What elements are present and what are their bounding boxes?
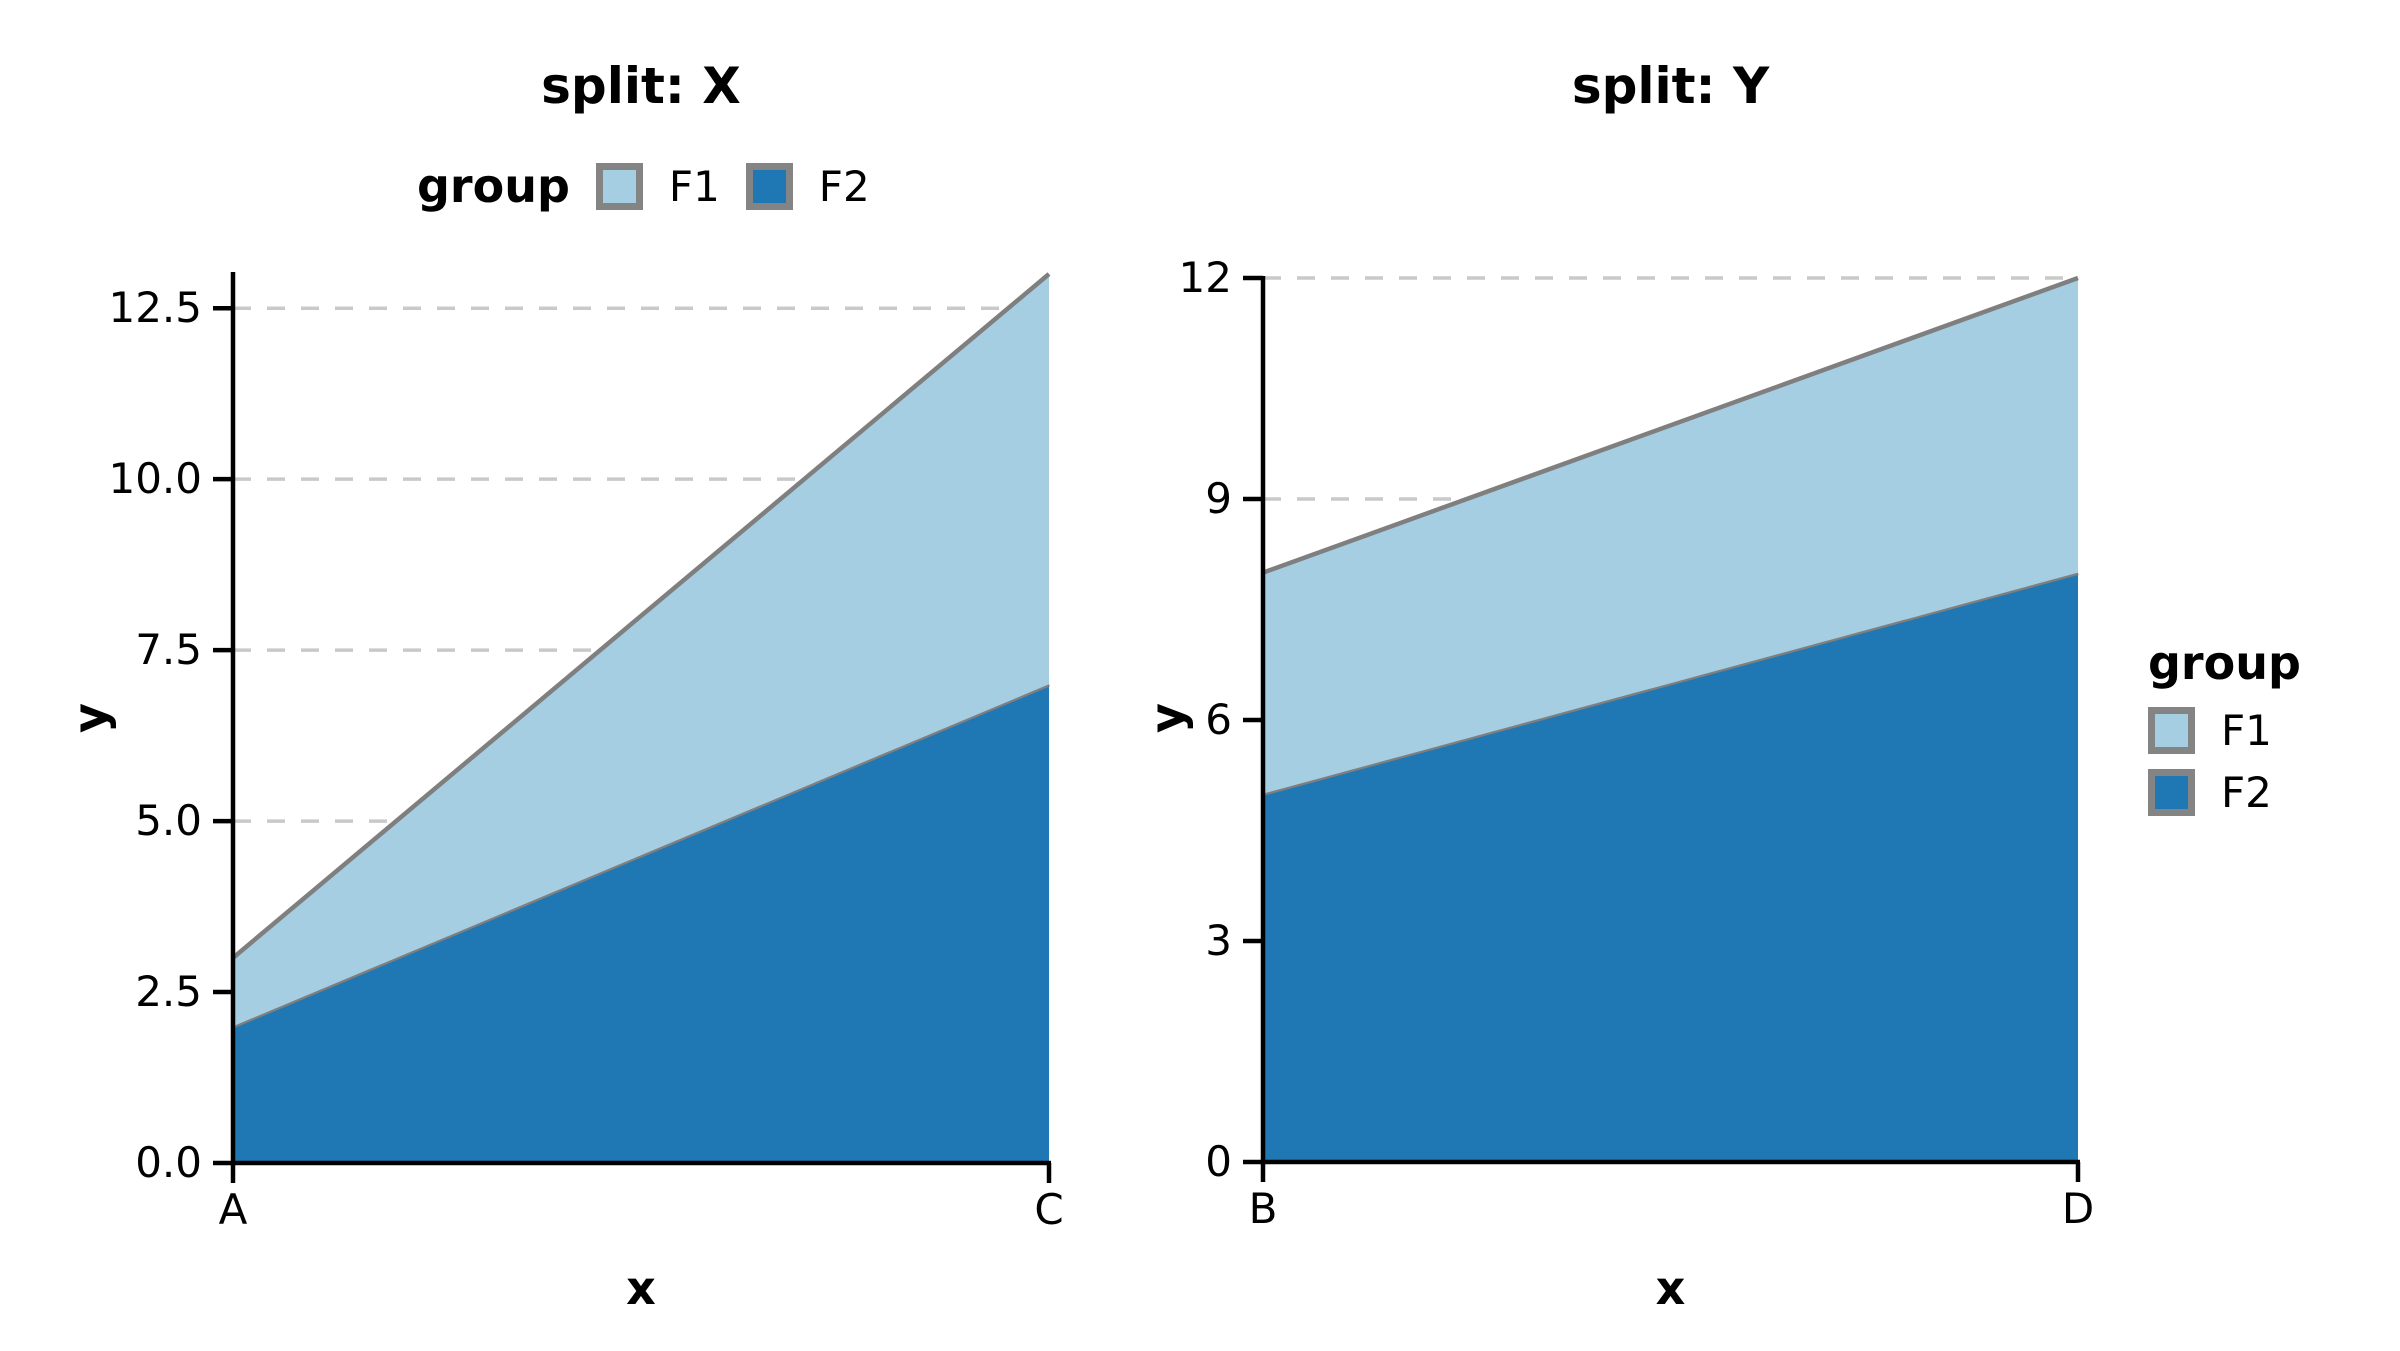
y-axis-label-right-panel: y: [1140, 703, 1194, 733]
y-tick-label-panel0: 5.0: [135, 796, 202, 846]
legend-right-swatch-f2: [2148, 769, 2195, 816]
y-tick-label-panel1: 3: [1205, 916, 1232, 965]
legend-top-swatch-f2: [745, 162, 793, 210]
x-tick-label-panel1: B: [1248, 1184, 1278, 1233]
legend-right: group F1 F2: [2148, 636, 2301, 830]
panel-title-split-y: split: Y: [1571, 57, 1770, 115]
panel-title-split-x: split: X: [541, 57, 741, 115]
y-tick-label-panel1: 0: [1205, 1137, 1232, 1186]
y-tick-label-panel1: 6: [1205, 695, 1232, 744]
y-tick-label-panel0: 12.5: [108, 283, 202, 333]
area-f2-panel0: [233, 684, 1049, 1163]
y-tick-label-panel0: 2.5: [135, 967, 202, 1017]
legend-top-title: group: [417, 159, 570, 213]
y-axis-label-left-panel: y: [63, 703, 117, 733]
legend-right-title: group: [2148, 636, 2301, 690]
legend-right-swatch-f1: [2148, 707, 2195, 754]
y-tick-label-panel1: 12: [1178, 253, 1232, 302]
y-tick-label-panel0: 10.0: [108, 454, 202, 504]
legend-top-label-f1: F1: [668, 161, 720, 211]
legend-right-label-f2: F2: [2221, 768, 2272, 817]
x-tick-label-panel0: A: [218, 1185, 248, 1234]
y-tick-label-panel1: 9: [1205, 474, 1232, 523]
x-tick-label-panel1: D: [2061, 1184, 2095, 1233]
y-tick-label-panel0: 0.0: [135, 1138, 202, 1187]
area-f1-panel0: [233, 274, 1049, 1027]
legend-top-swatch-f1: [595, 162, 643, 210]
y-tick-label-panel0: 7.5: [135, 625, 202, 675]
area-f1-panel1: [1263, 278, 2078, 794]
x-axis-label-right-panel: x: [1655, 1261, 1686, 1315]
area-edge-f1-panel1: [1262, 275, 2079, 575]
area-edge-f1-panel0: [231, 272, 1051, 960]
legend-right-row-f2: F2: [2148, 768, 2301, 817]
area-f2-panel1: [1263, 572, 2078, 1162]
legend-right-label-f1: F1: [2221, 706, 2272, 755]
legend-top-label-f2: F2: [818, 161, 870, 211]
x-axis-label-left-panel: x: [626, 1261, 656, 1315]
legend-right-row-f1: F1: [2148, 706, 2301, 755]
legend-top: group F1 F2: [417, 159, 870, 213]
x-tick-label-panel0: C: [1034, 1185, 1064, 1234]
